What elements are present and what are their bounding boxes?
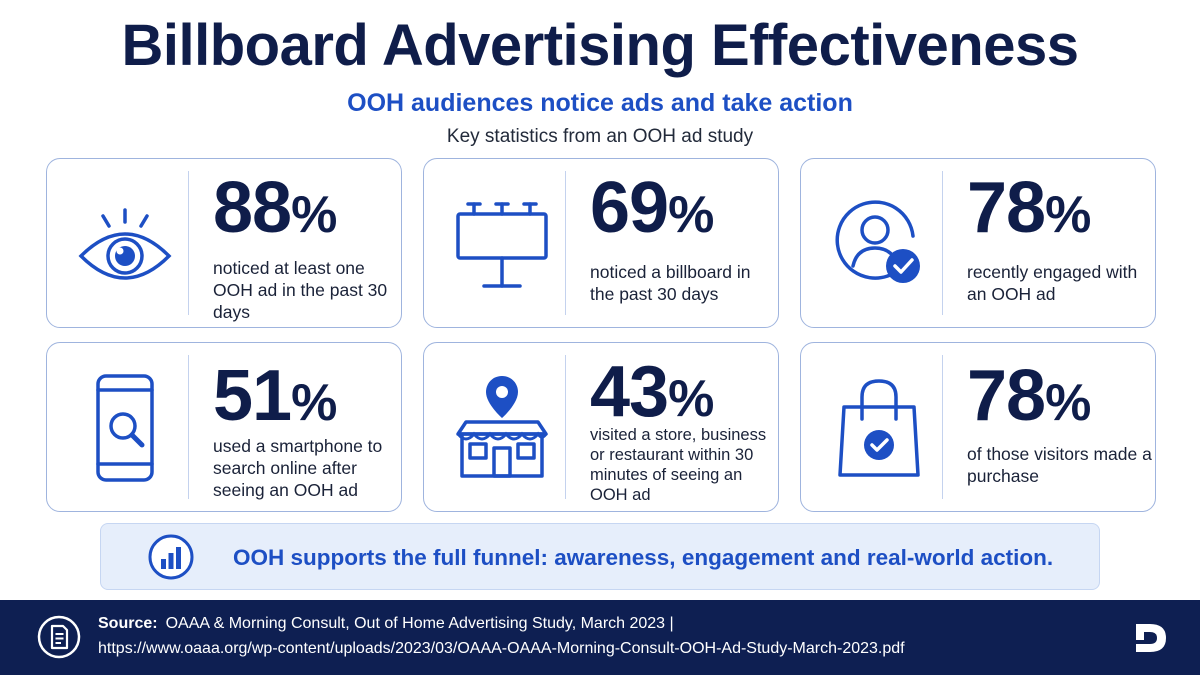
stat-card-noticed-ooh: 88% noticed at least one OOH ad in the p… — [46, 158, 402, 328]
storefront-location-icon — [446, 361, 558, 495]
eye-icon — [69, 177, 181, 311]
card-divider — [188, 171, 189, 315]
stat-card-purchase: 78% of those visitors made a purchase — [800, 342, 1156, 512]
card-divider — [188, 355, 189, 499]
card-divider — [942, 355, 943, 499]
stat-card-noticed-billboard: 69% noticed a billboard in the past 30 d… — [423, 158, 779, 328]
bar-chart-icon — [147, 533, 195, 581]
stat-value: 78% — [967, 168, 1092, 248]
source-text: OAAA & Morning Consult, Out of Home Adve… — [165, 615, 674, 632]
stat-description: recently engaged with an OOH ad — [967, 262, 1138, 304]
page-subtitle: OOH audiences notice ads and take action — [347, 89, 853, 117]
page-title: Billboard Advertising Effectiveness — [121, 13, 1079, 78]
stat-description: used a smartphone to search online after… — [213, 436, 383, 500]
banner-text: OOH supports the full funnel: awareness,… — [233, 545, 1054, 570]
document-icon — [36, 614, 82, 660]
stat-value: 88% — [213, 168, 338, 248]
stat-value: 78% — [967, 356, 1092, 436]
user-check-icon — [823, 177, 935, 311]
stat-value: 69% — [590, 168, 715, 248]
stat-value: 43% — [590, 352, 715, 432]
billboard-icon — [446, 177, 558, 311]
source-citation: Source: OAAA & Morning Consult, Out of Ho… — [98, 613, 674, 635]
stat-description: noticed a billboard in the past 30 days — [590, 262, 751, 304]
source-footer: Source: OAAA & Morning Consult, Out of Ho… — [0, 600, 1200, 675]
brand-logo — [1130, 618, 1170, 658]
stat-description: of those visitors made a purchase — [967, 444, 1152, 486]
source-label: Source: — [98, 615, 158, 632]
stat-card-store-visit: 43% visited a store, business or restaur… — [423, 342, 779, 512]
stat-card-engaged: 78% recently engaged with an OOH ad — [800, 158, 1156, 328]
page-tagline: Key statistics from an OOH ad study — [446, 126, 754, 147]
summary-banner: OOH supports the full funnel: awareness,… — [100, 523, 1100, 590]
card-divider — [565, 355, 566, 499]
shopping-bag-check-icon — [823, 361, 935, 495]
card-divider — [565, 171, 566, 315]
stat-value: 51% — [213, 356, 338, 436]
stat-description: noticed at least one OOH ad in the past … — [213, 258, 388, 322]
smartphone-search-icon — [69, 361, 181, 495]
stat-card-smartphone-search: 51% used a smartphone to search online a… — [46, 342, 402, 512]
source-url[interactable]: https://www.oaaa.org/wp-content/uploads/… — [98, 640, 905, 657]
card-divider — [942, 171, 943, 315]
stat-description: visited a store, business or restaurant … — [590, 426, 767, 504]
